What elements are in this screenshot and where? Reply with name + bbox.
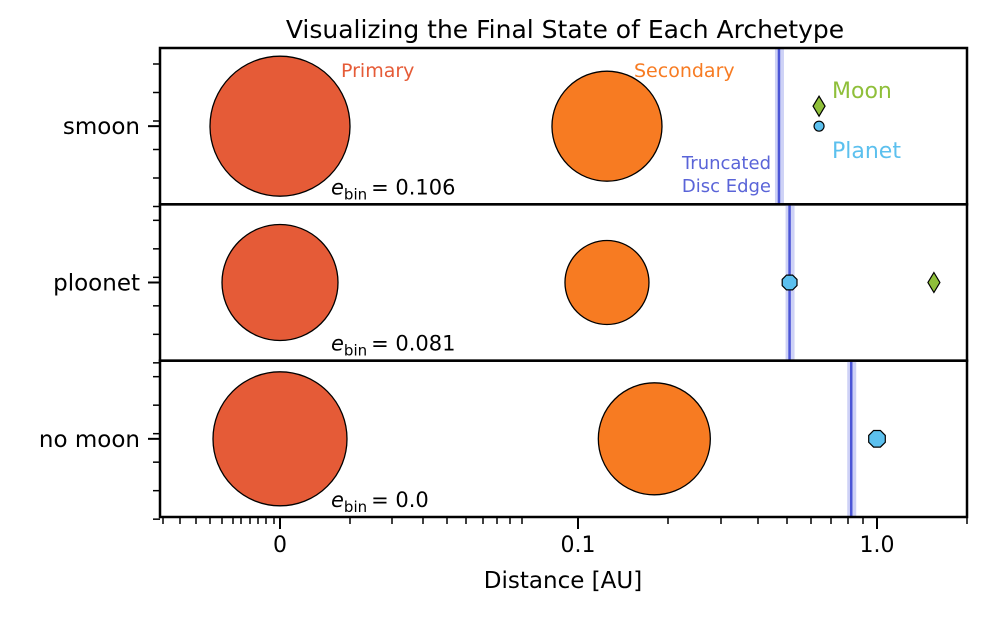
x-tick-label: 0.1: [561, 533, 596, 558]
secondary-star: [597, 382, 711, 496]
x-axis-label: Distance [AU]: [484, 568, 642, 594]
secondary-star: [551, 70, 663, 182]
planet-marker: [868, 429, 886, 448]
moon-marker: [927, 271, 941, 294]
plot-area: 0 0.1 1.0 smoon ebin = 0.106 Primary Secondary M…: [39, 46, 969, 558]
secondary-label: Secondary: [634, 60, 735, 82]
planet-label: Planet: [832, 139, 901, 164]
disc-edge-label: Disc Edge: [682, 176, 771, 197]
x-tick-label: 1.0: [860, 533, 895, 558]
planet-marker: [781, 274, 798, 291]
row-panel-frame: [158, 359, 969, 519]
ebin-annotation: ebin = 0.081: [331, 332, 456, 360]
primary-star: [212, 371, 348, 507]
ebin-annotation: ebin = 0.106: [331, 175, 456, 203]
moon-marker: [812, 95, 826, 118]
row-label: no moon: [39, 427, 140, 453]
primary-star: [221, 223, 339, 342]
primary-star: [209, 55, 351, 197]
disc-edge-label: Truncated: [681, 153, 771, 174]
chart-title: Visualizing the Final State of Each Arch…: [286, 15, 844, 44]
planet-marker: [813, 120, 825, 132]
row-label: ploonet: [53, 271, 140, 297]
row-label: smoon: [63, 114, 140, 140]
primary-label: Primary: [341, 60, 414, 82]
ebin-annotation: ebin = 0.0: [331, 488, 429, 516]
x-tick-label: 0: [273, 533, 287, 558]
moon-label: Moon: [832, 79, 892, 104]
secondary-star: [564, 239, 650, 326]
